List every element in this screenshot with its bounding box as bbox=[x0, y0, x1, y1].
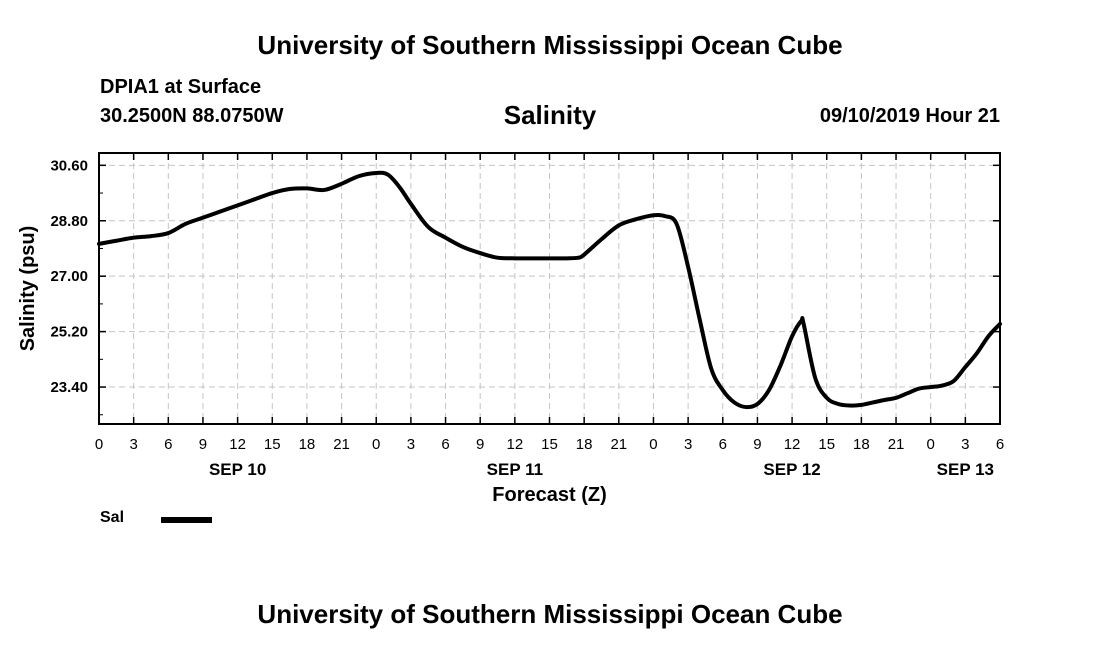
x-date-label: SEP 13 bbox=[937, 460, 994, 479]
x-date-label: SEP 11 bbox=[487, 460, 543, 479]
x-tick-label: 18 bbox=[299, 436, 316, 453]
x-tick-label: 0 bbox=[927, 436, 935, 453]
series-layer bbox=[97, 170, 1002, 410]
x-tick-label: 18 bbox=[853, 436, 870, 453]
y-tick-label: 25.20 bbox=[50, 324, 88, 341]
x-tick-label: 6 bbox=[719, 436, 727, 453]
x-tick-label: 3 bbox=[961, 436, 969, 453]
page-title: University of Southern Mississippi Ocean… bbox=[257, 30, 843, 60]
x-tick-label: 6 bbox=[441, 436, 449, 453]
axis-layer: 0 3 6 9 12 15 18 21 0 3 6 9 12 15 18 21 0 3 6 9 12 15 18 21 0 3 6S… bbox=[50, 153, 1004, 479]
x-tick-label: 6 bbox=[164, 436, 172, 453]
coordinates-label: 30.2500N 88.0750W bbox=[100, 105, 284, 127]
x-tick-label: 21 bbox=[888, 436, 905, 453]
chart-title: Salinity bbox=[503, 100, 597, 130]
x-tick-label: 9 bbox=[199, 436, 207, 453]
x-tick-label: 9 bbox=[476, 436, 484, 453]
y-tick-label: 30.60 bbox=[50, 157, 88, 174]
x-tick-label: 12 bbox=[507, 436, 524, 453]
x-date-label: SEP 10 bbox=[209, 460, 266, 479]
legend-label: Sal bbox=[100, 509, 125, 526]
x-tick-label: 21 bbox=[333, 436, 350, 453]
x-tick-label: 3 bbox=[129, 436, 137, 453]
x-tick-label: 12 bbox=[229, 436, 246, 453]
y-tick-label: 23.40 bbox=[50, 379, 88, 396]
plot-frame bbox=[98, 152, 1001, 425]
footer-title: University of Southern Mississippi Ocean… bbox=[257, 599, 843, 629]
x-tick-label: 21 bbox=[610, 436, 627, 453]
x-tick-label: 12 bbox=[784, 436, 801, 453]
station-label: DPIA1 at Surface bbox=[100, 76, 262, 98]
forecast-timestamp: 09/10/2019 Hour 21 bbox=[819, 105, 1000, 127]
series-line-sal bbox=[97, 170, 1002, 410]
x-tick-label: 9 bbox=[753, 436, 761, 453]
x-tick-label: 0 bbox=[649, 436, 657, 453]
x-date-label: SEP 12 bbox=[763, 460, 820, 479]
x-tick-label: 0 bbox=[372, 436, 380, 453]
x-tick-label: 15 bbox=[541, 436, 558, 453]
legend-swatch bbox=[161, 517, 212, 523]
x-tick-label: 18 bbox=[576, 436, 593, 453]
x-tick-label: 15 bbox=[818, 436, 835, 453]
x-tick-label: 0 bbox=[95, 436, 103, 453]
x-tick-label: 3 bbox=[407, 436, 415, 453]
x-tick-label: 3 bbox=[684, 436, 692, 453]
y-tick-label: 27.00 bbox=[50, 268, 88, 285]
grid-layer bbox=[99, 153, 1000, 424]
x-axis-label: Forecast (Z) bbox=[492, 484, 606, 506]
x-tick-label: 15 bbox=[264, 436, 281, 453]
x-tick-label: 6 bbox=[996, 436, 1004, 453]
y-axis-label: Salinity (psu) bbox=[17, 226, 39, 352]
y-tick-label: 28.80 bbox=[50, 213, 88, 230]
